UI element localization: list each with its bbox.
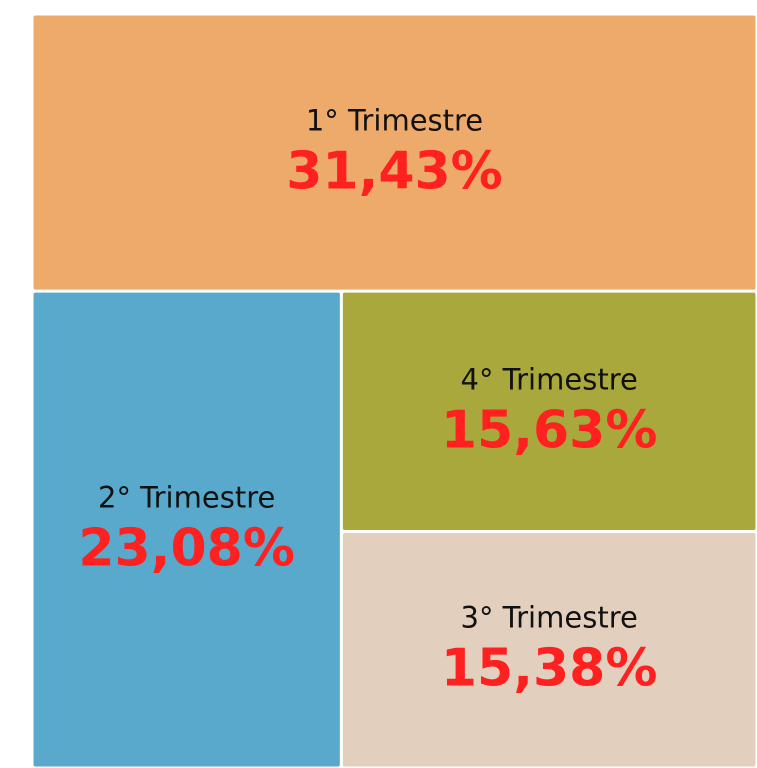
cell-value: 31,43% [286,142,503,202]
treemap-cell [33,15,756,290]
treemap-cell [342,292,756,530]
treemap-cell [342,532,756,767]
cell-value: 23,08% [78,519,295,579]
cell-label: 1° Trimestre [306,104,483,138]
cell-value: 15,38% [441,639,658,699]
cell-value: 15,63% [441,400,658,460]
treemap-cell [33,292,340,767]
cell-label: 3° Trimestre [461,601,638,635]
cell-label: 4° Trimestre [461,362,638,396]
cell-label: 2° Trimestre [98,481,275,515]
